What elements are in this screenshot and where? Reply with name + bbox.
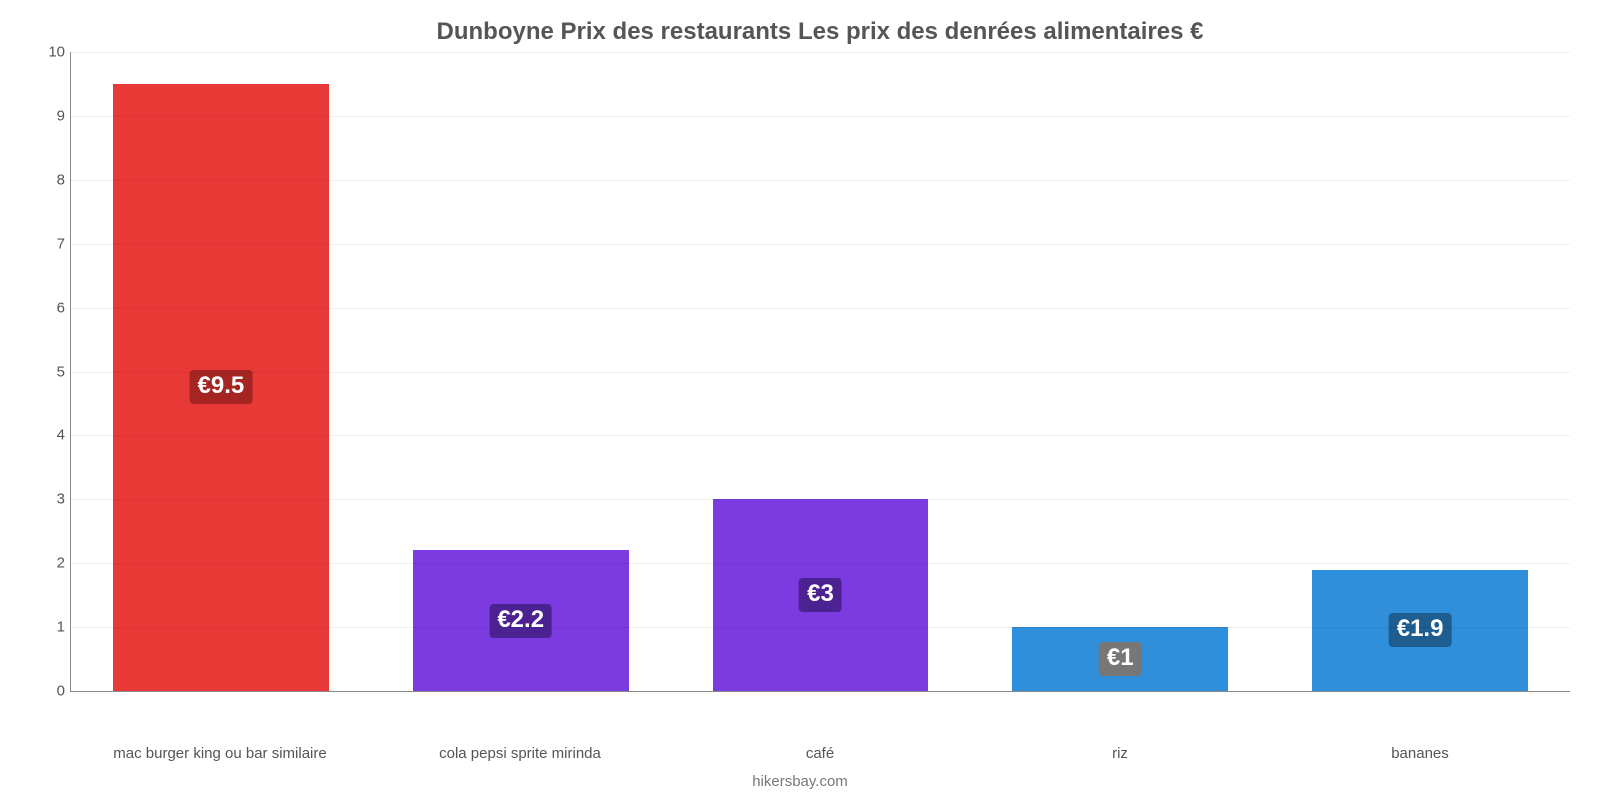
gridline	[71, 435, 1570, 436]
gridline	[71, 372, 1570, 373]
y-tick-label: 0	[35, 683, 65, 700]
y-tick-label: 2	[35, 555, 65, 572]
bar-value-label: €9.5	[190, 370, 253, 404]
x-tick-label: café	[670, 745, 970, 762]
bar: €1	[1012, 627, 1228, 691]
y-tick-label: 9	[35, 107, 65, 124]
gridline	[71, 627, 1570, 628]
y-tick-label: 1	[35, 619, 65, 636]
bar-value-label: €1	[1099, 642, 1142, 676]
x-axis-labels: mac burger king ou bar similairecola pep…	[70, 745, 1570, 762]
bar: €3	[713, 499, 929, 691]
x-tick-label: mac burger king ou bar similaire	[70, 745, 370, 762]
chart-footer: hikersbay.com	[0, 773, 1600, 790]
gridline	[71, 563, 1570, 564]
bar-value-label: €2.2	[489, 604, 552, 638]
gridline	[71, 308, 1570, 309]
x-tick-label: bananes	[1270, 745, 1570, 762]
bar-chart: Dunboyne Prix des restaurants Les prix d…	[0, 0, 1600, 800]
x-tick-label: riz	[970, 745, 1270, 762]
y-tick-label: 10	[35, 44, 65, 61]
gridline	[71, 499, 1570, 500]
bar: €2.2	[413, 550, 629, 691]
bar: €9.5	[113, 84, 329, 691]
bar-value-label: €3	[799, 578, 842, 612]
y-tick-label: 7	[35, 235, 65, 252]
y-tick-label: 3	[35, 491, 65, 508]
gridline	[71, 52, 1570, 53]
chart-title: Dunboyne Prix des restaurants Les prix d…	[70, 18, 1570, 46]
bar-value-label: €1.9	[1389, 613, 1452, 647]
gridline	[71, 116, 1570, 117]
y-tick-label: 8	[35, 171, 65, 188]
y-tick-label: 6	[35, 299, 65, 316]
gridline	[71, 244, 1570, 245]
y-tick-label: 5	[35, 363, 65, 380]
y-tick-label: 4	[35, 427, 65, 444]
plot-area: €9.5€2.2€3€1€1.9 012345678910	[70, 52, 1570, 692]
x-tick-label: cola pepsi sprite mirinda	[370, 745, 670, 762]
gridline	[71, 180, 1570, 181]
bar: €1.9	[1312, 570, 1528, 691]
